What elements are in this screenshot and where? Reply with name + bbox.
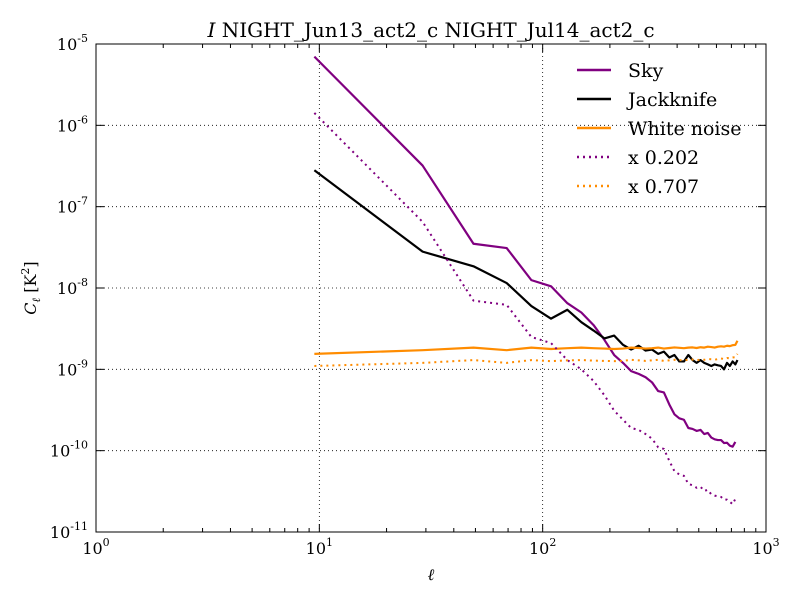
chart-title: I NIGHT_Jun13_act2_c NIGHT_Jul14_act2_c <box>206 18 654 42</box>
x-tick-label: 101 <box>306 536 333 558</box>
x-axis-label: ℓ <box>428 565 435 584</box>
y-tick-label: 10-8 <box>57 276 88 298</box>
y-tick-label: 10-6 <box>57 113 88 135</box>
title-prefix: I <box>206 18 216 42</box>
y-tick-label: 10-10 <box>50 439 88 461</box>
x-tick-label: 103 <box>752 536 779 558</box>
legend-item: White noise <box>577 118 742 140</box>
series-jackknife-line <box>313 169 739 371</box>
y-axis-label-unit-close: ] <box>21 261 40 267</box>
x-tick-label: 100 <box>82 536 109 558</box>
y-axis-label-symbol: C <box>21 302 40 314</box>
y-axis-label-unit: [K <box>21 274 40 298</box>
legend-item: Jackknife <box>577 89 717 111</box>
legend-label: x 0.202 <box>628 147 699 169</box>
series-lines <box>313 55 739 506</box>
legend: Sky Jackknife White noise x 0.202 x 0.707 <box>577 60 742 198</box>
grid-lines <box>96 44 766 532</box>
y-tick-label: 10-9 <box>57 357 88 379</box>
legend-label: Jackknife <box>626 89 717 111</box>
x-tick-label: 102 <box>529 536 556 558</box>
y-axis-label: Cℓ [K2] <box>19 261 43 314</box>
series-sky-line <box>313 55 737 448</box>
legend-label: White noise <box>628 118 742 140</box>
y-tick-label: 10-7 <box>57 195 88 217</box>
y-axis-label-unit-exponent: 2 <box>19 268 32 275</box>
legend-item: Sky <box>577 60 664 82</box>
y-tick-label: 10-5 <box>57 32 88 54</box>
series-white-noise-line <box>314 340 739 355</box>
title-text: NIGHT_Jun13_act2_c NIGHT_Jul14_act2_c <box>215 18 654 42</box>
axis-ticks: 100 101 102 103 10-11 10-10 10-9 10-8 10-7 10-6 10… <box>50 32 780 558</box>
legend-label: x 0.707 <box>628 176 699 198</box>
legend-label: Sky <box>628 60 664 82</box>
legend-item: x 0.707 <box>577 176 699 198</box>
y-tick-label: 10-11 <box>50 520 88 542</box>
y-axis-label-subscript: ℓ <box>30 297 43 302</box>
legend-item: x 0.202 <box>577 147 699 169</box>
